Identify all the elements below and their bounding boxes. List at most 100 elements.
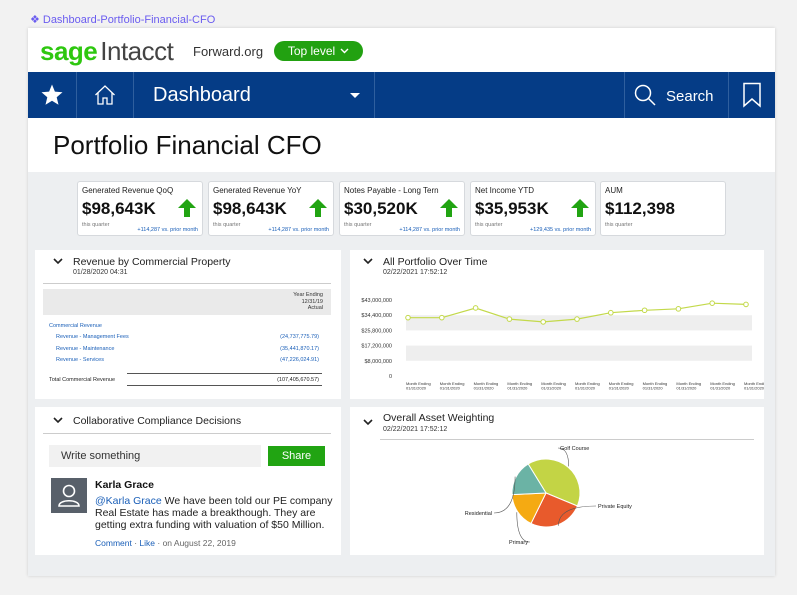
kpi-title: AUM	[605, 186, 623, 195]
widget-title: Overall Asset Weighting	[383, 412, 495, 424]
sage-intacct-logo[interactable]: sage Intacct	[40, 36, 174, 66]
compliance-widget: Collaborative Compliance Decisions Write…	[35, 407, 341, 555]
home-icon	[95, 85, 115, 105]
pie-slice	[527, 458, 581, 507]
kpi-card[interactable]: Notes Payable - Long Tern $30,520K this …	[339, 181, 465, 236]
y-tick-label: $8,000,000	[364, 359, 392, 365]
widget-header: Collaborative Compliance Decisions	[35, 407, 341, 437]
collapse-chevron-icon[interactable]	[363, 257, 373, 265]
kpi-title: Notes Payable - Long Tern	[344, 186, 439, 195]
kpi-card[interactable]: AUM $112,398 this quarter	[600, 181, 726, 236]
collapse-chevron-icon[interactable]	[363, 418, 373, 426]
app-window: sage Intacct Forward.org Top level Dashbo…	[28, 28, 775, 576]
bookmark-icon	[743, 82, 761, 108]
search-icon	[634, 84, 656, 106]
grid-band	[406, 345, 752, 361]
y-tick-label: 0	[389, 374, 392, 380]
avatar[interactable]	[51, 478, 87, 513]
column-header: Year Ending 12/31/19 Actual	[293, 292, 323, 311]
component-icon: ❖	[30, 14, 40, 26]
nav-bar: Dashboard Search	[28, 72, 775, 118]
kpi-card[interactable]: Generated Revenue QoQ $98,643K this quar…	[77, 181, 203, 236]
star-icon	[41, 84, 63, 105]
data-point	[709, 300, 716, 306]
kpi-value: $98,643K	[82, 199, 156, 218]
like-link[interactable]: Like	[139, 538, 155, 548]
widget-header: Revenue by Commercial Property 01/28/202…	[35, 250, 341, 280]
home-button[interactable]	[77, 72, 133, 118]
data-point	[608, 309, 614, 316]
table-row-label[interactable]: Revenue - Services	[56, 357, 104, 363]
widget-header: Overall Asset Weighting 02/22/2021 17:52…	[350, 407, 764, 437]
kpi-value: $98,643K	[213, 199, 287, 218]
share-button[interactable]: Share	[268, 446, 325, 466]
chevron-down-icon	[340, 48, 349, 54]
table-header: Year Ending 12/31/19 Actual	[43, 289, 331, 315]
org-name: Forward.org	[193, 44, 264, 59]
mention-link[interactable]: @Karla Grace	[95, 495, 162, 507]
table-row-label[interactable]: Revenue - Management Fees	[56, 334, 129, 340]
post-actions: Comment · Like · on August 22, 2019	[95, 538, 236, 548]
post-input[interactable]: Write something	[49, 445, 261, 467]
bookmark-button[interactable]	[729, 72, 775, 118]
widget-date: 01/28/2020 04:31	[73, 269, 128, 276]
frame-label: ❖ Dashboard-Portfolio-Financial-CFO	[30, 14, 216, 26]
kpi-period: this quarter	[605, 222, 633, 228]
kpi-card[interactable]: Generated Revenue YoY $98,643K this quar…	[208, 181, 334, 236]
table-row-label[interactable]: Revenue - Maintenance	[56, 346, 115, 352]
portfolio-line-chart: $43,000,000 $34,400,000 $25,800,000 $17,200…	[361, 298, 764, 391]
kpi-delta: +114,287 vs. prior month	[268, 227, 329, 233]
nav-divider	[133, 72, 134, 118]
y-tick-label: $43,000,000	[361, 298, 392, 304]
post-author[interactable]: Karla Grace	[95, 479, 154, 491]
search-label[interactable]: Search	[666, 88, 714, 105]
page-title-bar: Portfolio Financial CFO	[28, 118, 775, 172]
arrow-up-icon	[309, 199, 327, 217]
user-icon	[58, 484, 80, 507]
kpi-value: $30,520K	[344, 199, 418, 218]
comment-link[interactable]: Comment	[95, 538, 132, 548]
section-label[interactable]: Commercial Revenue	[49, 323, 102, 329]
kpi-delta: +129,435 vs. prior month	[530, 227, 591, 233]
widget-date: 02/22/2021 17:52:12	[383, 269, 448, 276]
grid-band	[406, 315, 752, 331]
kpi-delta: +114,287 vs. prior month	[137, 227, 198, 233]
data-point	[743, 301, 749, 308]
page-title: Portfolio Financial CFO	[53, 130, 322, 160]
dashboard-menu[interactable]: Dashboard	[153, 84, 251, 106]
kpi-card[interactable]: Net Income YTD $35,953K this quarter +12…	[470, 181, 596, 236]
kpi-period: this quarter	[344, 222, 372, 228]
table-row-value[interactable]: (35,441,870.17)	[280, 346, 319, 352]
top-level-button[interactable]: Top level	[274, 41, 363, 61]
favorites-button[interactable]	[28, 72, 76, 118]
collapse-chevron-icon[interactable]	[53, 416, 63, 424]
search-button[interactable]	[630, 72, 660, 118]
y-tick-label: $17,200,000	[361, 344, 392, 350]
table-row-value[interactable]: (47,226,024.91)	[280, 357, 319, 363]
data-point	[472, 305, 479, 311]
arrow-up-icon	[178, 199, 196, 217]
dashboard-dropdown-caret-icon[interactable]	[350, 93, 360, 98]
data-point	[540, 319, 546, 325]
slice-leader-line	[516, 512, 531, 543]
nav-divider	[728, 72, 729, 118]
widget-title: Revenue by Commercial Property	[73, 256, 231, 268]
kpi-period: this quarter	[213, 222, 241, 228]
data-point	[439, 314, 445, 321]
post-text: @Karla Grace We have been told our PE co…	[95, 495, 333, 531]
nav-divider	[624, 72, 625, 118]
nav-divider	[374, 72, 375, 118]
table-row-value[interactable]: (24,737,775.79)	[280, 334, 319, 340]
asset-pie-chart: Golf Course Private Equity Primary Resident…	[465, 446, 632, 546]
asset-widget: Overall Asset Weighting 02/22/2021 17:52…	[350, 407, 764, 555]
collapse-chevron-icon[interactable]	[53, 257, 63, 265]
nav-divider	[76, 72, 77, 118]
slice-leader-line	[557, 447, 569, 467]
divider	[380, 439, 754, 440]
